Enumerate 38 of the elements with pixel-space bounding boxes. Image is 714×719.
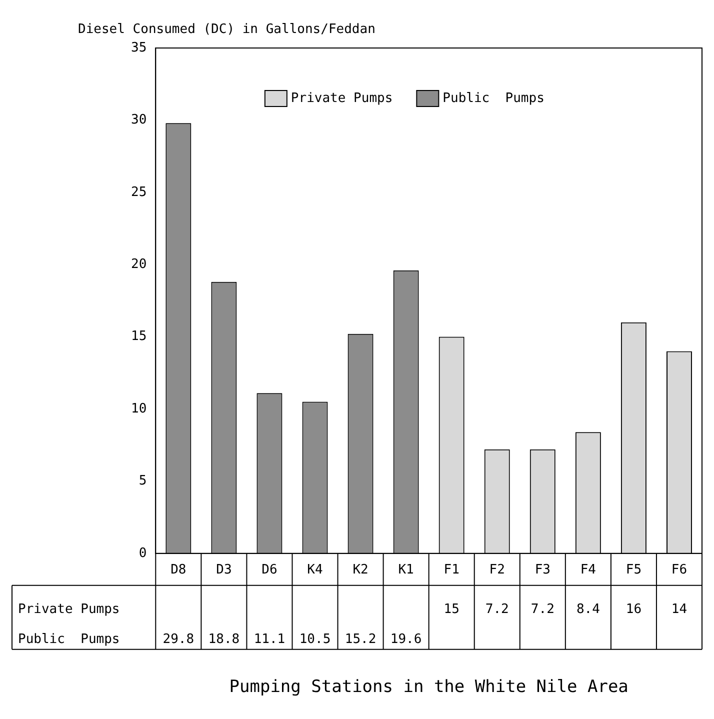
x-tick-label: D6 (262, 562, 278, 578)
x-tick-label: F5 (626, 562, 642, 578)
y-tick-label: 35 (130, 40, 147, 56)
y-tick-label: 20 (130, 256, 147, 272)
data-label: 15 (444, 602, 460, 617)
x-tick-label: D8 (170, 562, 186, 578)
text: Public Pumps (18, 632, 120, 647)
y-tick-label: 15 (130, 329, 147, 344)
x-tick-label: F6 (671, 562, 688, 578)
data-label: 16 (626, 602, 642, 617)
x-tick-label: K4 (307, 562, 324, 578)
x-tick-label: K2 (352, 562, 368, 578)
data-label: 19.6 (390, 632, 422, 647)
data-label: 15.2 (344, 632, 376, 647)
data-label: 8.4 (576, 602, 600, 617)
data-label: 14 (671, 602, 688, 617)
text: Pumping Stations in the White Nile Area (229, 676, 628, 697)
data-label: 11.1 (254, 632, 286, 647)
y-tick-label: 5 (138, 474, 147, 489)
y-tick-label: 30 (130, 112, 147, 128)
data-label: 18.8 (208, 632, 240, 647)
legend-label: Public Pumps (442, 90, 544, 106)
text: Private Pumps (18, 602, 120, 617)
y-tick-label: 0 (138, 546, 147, 561)
y-tick-label: 10 (130, 401, 147, 416)
data-label: 7.2 (530, 602, 554, 617)
x-tick-label: D3 (216, 562, 232, 578)
data-label: 7.2 (485, 602, 509, 617)
x-tick-label: F2 (489, 562, 505, 578)
x-tick-label: F1 (444, 562, 460, 578)
x-tick-label: F3 (534, 562, 550, 578)
data-label: 10.5 (299, 632, 331, 647)
data-label: 29.8 (162, 632, 194, 647)
legend-label: Private Pumps (290, 90, 393, 106)
x-tick-label: K1 (398, 562, 414, 578)
y-tick-label: 25 (130, 184, 147, 200)
x-tick-label: F4 (580, 562, 596, 578)
y-axis-title: Diesel Consumed (DC) in Gallons/Feddan (78, 22, 376, 37)
